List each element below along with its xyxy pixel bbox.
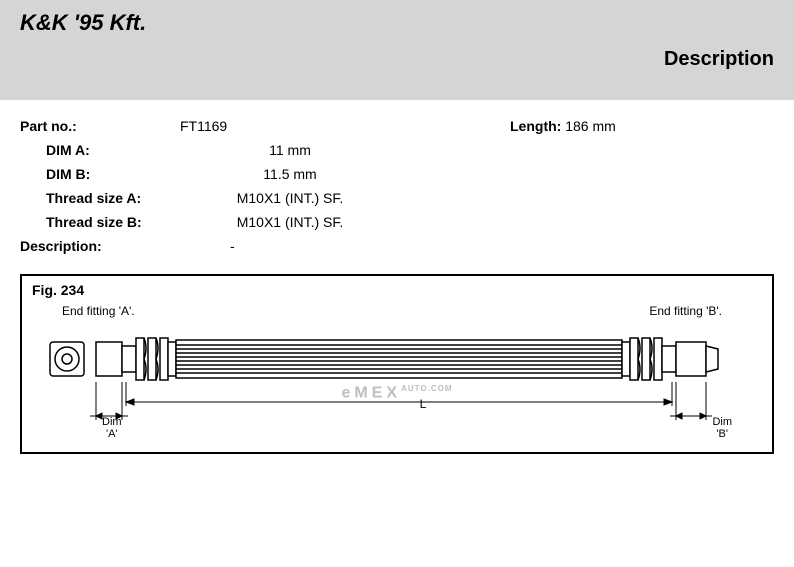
specs-area: Part no.: FT1169 Length: 186 mm DIM A: 1… <box>0 100 794 268</box>
dim-l-label: L <box>22 397 772 411</box>
dima-value: 11 mm <box>180 142 400 158</box>
dimb-value: 11.5 mm <box>180 166 400 182</box>
hose-diagram <box>22 276 772 452</box>
partno-label: Part no.: <box>20 118 180 134</box>
dima-label: DIM A: <box>20 142 180 158</box>
dim-b-label: Dim'B' <box>712 416 732 440</box>
length-label: Length: <box>510 118 561 134</box>
tsizea-label: Thread size A: <box>20 190 180 206</box>
header: K&K '95 Kft. Description <box>0 0 794 100</box>
desc-label: Description: <box>20 238 180 254</box>
desc-value: - <box>180 238 400 254</box>
watermark-sub: AUTO.COM <box>401 384 452 393</box>
length-value: 186 mm <box>565 118 616 134</box>
tsizeb-label: Thread size B: <box>20 214 180 230</box>
dim-a-label: Dim'A' <box>102 416 122 440</box>
figure-box: Fig. 234 End fitting 'A'. End fitting 'B… <box>20 274 774 454</box>
tsizea-value: M10X1 (INT.) SF. <box>180 190 400 206</box>
dimb-label: DIM B: <box>20 166 180 182</box>
page-title: Description <box>664 48 774 71</box>
company-title: K&K '95 Kft. <box>20 10 774 36</box>
partno-value: FT1169 <box>180 118 400 134</box>
tsizeb-value: M10X1 (INT.) SF. <box>180 214 400 230</box>
